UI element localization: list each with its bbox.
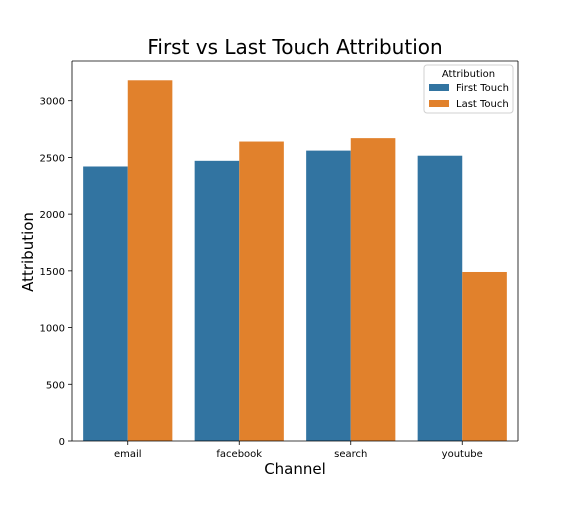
bar-facebook-1 — [239, 141, 284, 442]
bar-youtube-0 — [417, 155, 463, 441]
y-tick-label: 500 — [46, 380, 65, 391]
y-tick-label: 0 — [59, 437, 65, 448]
bar-facebook-0 — [194, 160, 240, 441]
x-tick-label: email — [114, 449, 142, 460]
y-tick-label: 1500 — [40, 267, 65, 278]
legend-swatch-1 — [429, 100, 449, 107]
legend-label-1: Last Touch — [456, 99, 509, 110]
bar-email-1 — [127, 80, 173, 442]
bars-layer — [83, 80, 507, 442]
y-tick-label: 3000 — [40, 97, 65, 108]
legend-swatch-0 — [429, 84, 449, 91]
bar-search-0 — [306, 150, 351, 441]
y-tick-label: 2500 — [40, 153, 65, 164]
x-tick-label: search — [334, 449, 367, 460]
legend: Attribution First Touch Last Touch — [423, 64, 514, 114]
bar-email-0 — [83, 166, 128, 441]
legend-title: Attribution — [442, 69, 495, 80]
bar-youtube-1 — [462, 271, 507, 441]
y-tick-label: 2000 — [40, 210, 65, 221]
x-tick-label: youtube — [442, 449, 483, 460]
y-tick-label: 1000 — [40, 324, 65, 335]
axes-layer: 0 500 1000 1500 2000 2500 3000 email facebook sea… — [40, 60, 519, 460]
x-tick-label: facebook — [216, 449, 262, 460]
legend-label-0: First Touch — [456, 83, 509, 94]
bar-search-1 — [350, 138, 396, 441]
y-axis-label: Attribution — [19, 212, 37, 292]
chart-title: First vs Last Touch Attribution — [147, 35, 442, 59]
x-axis-label: Channel — [264, 460, 326, 478]
